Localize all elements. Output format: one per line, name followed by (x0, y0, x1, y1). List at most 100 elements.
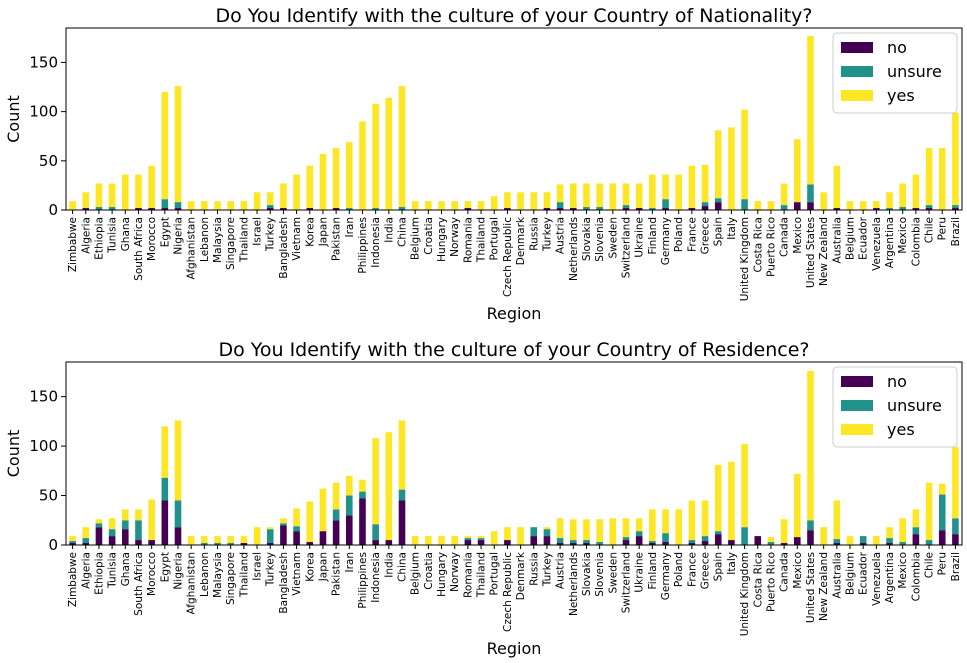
bar-unsure-slovenia (596, 207, 603, 210)
bar-unsure-nigeria (174, 202, 182, 209)
bar-unsure-indonesia (372, 524, 379, 541)
bar-unsure-france (688, 540, 696, 544)
x-tick-label: Australia (831, 217, 843, 263)
bar-yes-argentina (886, 192, 893, 209)
bar-no-spain (714, 202, 722, 210)
x-tick-label: Romania (462, 217, 474, 263)
bar-no-india (385, 540, 393, 545)
y-tick-label: 0 (48, 536, 58, 554)
bar-no-turkey (266, 543, 274, 545)
x-tick-label: Lebanon (199, 217, 211, 262)
bar-unsure-switzerland (622, 205, 630, 209)
bar-unsure-spain (714, 198, 722, 203)
bar-yes-peru (938, 148, 946, 210)
bar-no-netherlands (570, 208, 577, 210)
legend-swatch-unsure (841, 400, 873, 411)
bar-unsure-ethiopia (95, 523, 103, 528)
bar-yes-slovakia (583, 183, 590, 208)
x-tick-label: Switzerland (621, 217, 633, 278)
bar-yes-finland (649, 509, 656, 542)
bar-no-germany (662, 542, 669, 545)
x-tick-label: Greece (700, 217, 712, 254)
x-tick-label: Iran (344, 217, 356, 238)
bar-yes-portugal (490, 531, 498, 545)
bar-unsure-mexico (899, 542, 906, 545)
x-tick-label: Korea (304, 552, 316, 582)
bar-unsure-slovakia (583, 540, 590, 544)
bar-no-pakistan (332, 208, 340, 210)
bar-no-austria (556, 543, 564, 545)
x-tick-label: Canada (779, 217, 791, 257)
x-tick-label: Singapore (225, 552, 237, 605)
bar-unsure-ghana (122, 520, 129, 530)
bar-unsure-tunisia (108, 529, 116, 537)
x-tick-label: Russia (528, 217, 540, 251)
bar-no-zimbabwe (69, 543, 76, 545)
x-tick-label: United Kingdom (739, 217, 751, 301)
bar-unsure-slovakia (583, 207, 590, 210)
bar-unsure-egypt (161, 199, 169, 209)
bar-unsure-germany (662, 199, 669, 209)
bar-yes-new-zealand (820, 527, 827, 545)
x-tick-label: Afghanistan (186, 552, 198, 615)
bar-yes-austria (556, 518, 564, 539)
bar-no-iran (346, 515, 353, 545)
bar-yes-norway (451, 536, 458, 545)
bar-yes-indonesia (372, 438, 379, 525)
bar-yes-morocco (148, 499, 155, 541)
bar-no-venezuela (873, 208, 880, 210)
bar-yes-belgium (846, 536, 854, 545)
bar-unsure-brazil (952, 205, 959, 209)
bar-unsure-brazil (952, 518, 959, 535)
bar-no-mexico (794, 537, 801, 545)
x-tick-label: Egypt (159, 552, 171, 582)
x-tick-label: Belgium (845, 217, 857, 260)
bar-unsure-nigeria (174, 500, 182, 528)
bar-no-greece (701, 541, 709, 545)
bar-no-korea (306, 542, 314, 545)
legend-label-yes: yes (887, 86, 915, 105)
legend-swatch-unsure (841, 66, 873, 77)
x-tick-label: Ghana (120, 217, 132, 251)
bar-yes-colombia (912, 509, 920, 528)
bar-yes-israel (253, 527, 261, 545)
bar-yes-hungary (438, 201, 445, 210)
bar-unsure-turkey (543, 529, 551, 537)
bar-yes-afghanistan (187, 201, 195, 210)
bar-no-ukraine (635, 208, 643, 210)
bar-yes-spain (714, 464, 722, 532)
bar-unsure-romania (464, 538, 472, 541)
x-tick-label: Portugal (489, 552, 501, 596)
x-tick-label: Thailand (476, 552, 488, 598)
bar-unsure-argentina (886, 538, 893, 544)
bar-yes-india (385, 97, 393, 210)
bar-yes-italy (728, 461, 735, 541)
legend-swatch-yes (841, 90, 873, 101)
bar-yes-poland (675, 509, 682, 545)
x-tick-label: Slovenia (594, 217, 606, 262)
bar-yes-argentina (886, 527, 893, 539)
x-tick-label: Norway (449, 217, 461, 257)
x-tick-label: Algeria (80, 552, 92, 589)
x-tick-label: Austria (555, 217, 567, 254)
bar-no-indonesia (372, 540, 379, 545)
bar-yes-australia (833, 500, 841, 540)
bar-yes-colombia (912, 174, 920, 209)
y-tick-label: 50 (39, 487, 58, 505)
bar-no-ukraine (635, 536, 643, 545)
bar-yes-slovenia (596, 519, 603, 543)
bar-yes-tunisia (108, 183, 116, 208)
bar-yes-new-zealand (820, 192, 827, 210)
bar-yes-germany (662, 174, 669, 200)
x-tick-label: South Africa (133, 217, 145, 281)
bar-no-morocco (148, 208, 155, 210)
bar-yes-greece (701, 164, 709, 203)
bar-yes-china (398, 86, 406, 208)
bar-yes-china (398, 420, 406, 490)
y-axis-label: Count (4, 95, 23, 143)
bar-unsure-ukraine (635, 531, 643, 537)
x-tick-label: Australia (831, 552, 843, 598)
x-tick-label: Tunisia (107, 217, 119, 254)
